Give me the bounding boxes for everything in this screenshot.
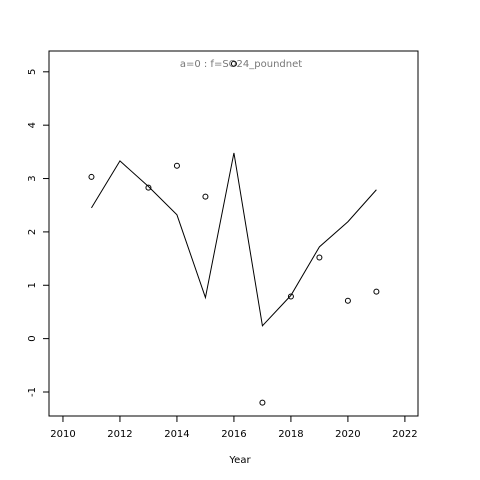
x-tick-label: 2022 <box>392 429 417 440</box>
x-tick-label: 2020 <box>335 429 360 440</box>
data-point <box>145 184 152 191</box>
data-line <box>91 152 377 327</box>
y-tick-label: 0 <box>27 335 38 341</box>
data-point <box>230 60 237 67</box>
data-point <box>373 288 380 295</box>
y-tick-label: 3 <box>27 175 38 181</box>
y-tick-label: 4 <box>27 122 38 128</box>
x-tick-label: 2010 <box>50 429 75 440</box>
data-point <box>287 293 294 300</box>
y-tick-label: 2 <box>27 229 38 235</box>
x-tick-label: 2012 <box>107 429 132 440</box>
x-axis-label: Year <box>228 455 251 466</box>
y-tick-label: 1 <box>27 282 38 288</box>
plot-box <box>48 50 419 417</box>
chart-title: a=0 : f=SO24_poundnet <box>180 59 302 70</box>
data-point <box>316 254 323 261</box>
x-tick-label: 2014 <box>164 429 189 440</box>
x-tick-label: 2016 <box>221 429 246 440</box>
data-point <box>173 162 180 169</box>
data-point <box>88 173 95 180</box>
x-tick-label: 2018 <box>278 429 303 440</box>
y-tick-label: -1 <box>27 387 38 397</box>
data-point <box>202 193 209 200</box>
data-point <box>344 297 351 304</box>
data-point <box>259 399 266 406</box>
y-tick-label: 5 <box>27 69 38 75</box>
